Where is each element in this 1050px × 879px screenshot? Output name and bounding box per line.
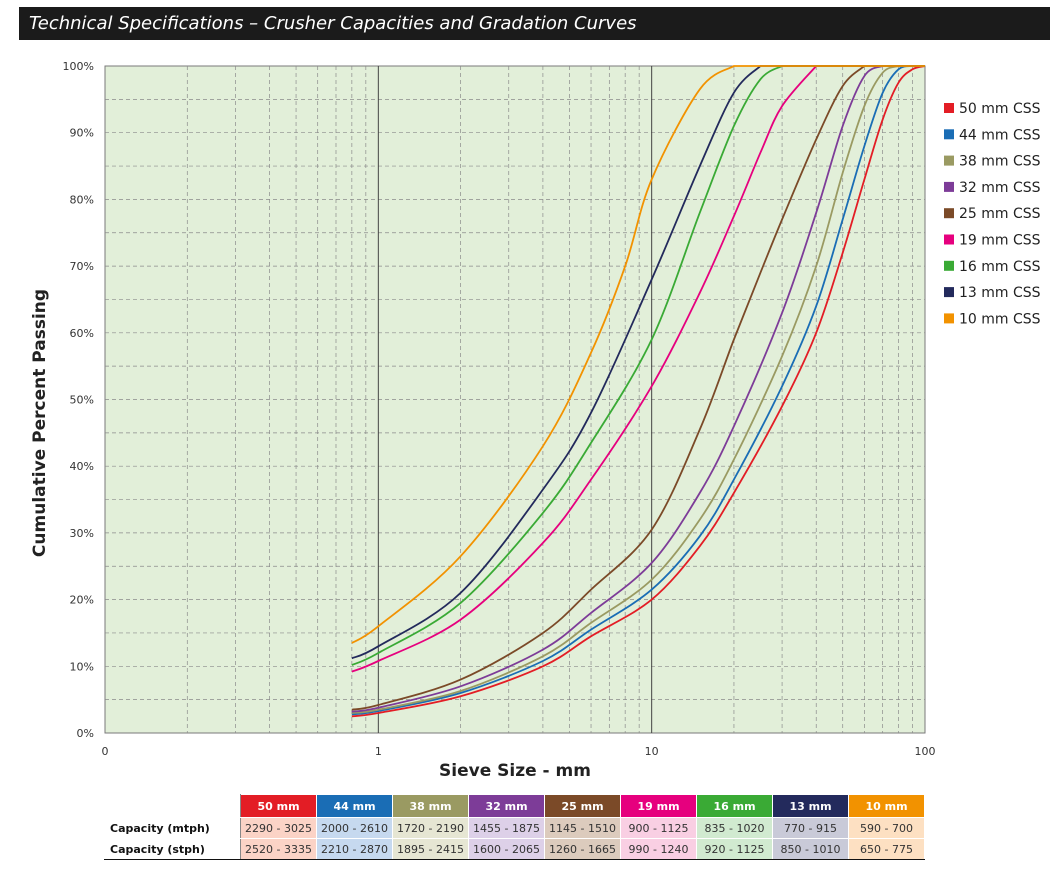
y-tick-label: 70% (70, 260, 94, 273)
title-bar: Technical Specifications – Crusher Capac… (19, 7, 1050, 40)
row-label: Capacity (stph) (104, 838, 241, 860)
series-line-19-mm-css (351, 65, 925, 673)
legend-label: 38 mm CSS (959, 154, 1041, 170)
legend-label: 32 mm CSS (959, 180, 1041, 196)
capacity-cell: 650 - 775 (848, 838, 925, 860)
legend-label: 50 mm CSS (959, 101, 1041, 117)
capacity-cell: 1600 - 2065 (468, 838, 545, 860)
y-tick-label: 90% (70, 127, 94, 140)
series-line-25-mm-css (351, 65, 925, 711)
y-tick-label: 100% (63, 60, 94, 73)
capacity-cell: 900 - 1125 (620, 817, 697, 839)
legend-label: 44 mm CSS (959, 127, 1041, 143)
css-header-cell: 50 mm (240, 794, 317, 818)
legend-label: 13 mm CSS (959, 285, 1041, 301)
y-tick-label: 0% (77, 727, 94, 740)
legend-swatch (944, 287, 954, 298)
gradation-chart: 0% 10% 20% 30% 40% 50% 60% 70% 80% 90% 100% 0 1 10 100… (30, 60, 1041, 781)
y-tick-label: 40% (70, 460, 94, 473)
capacity-cell: 2000 - 2610 (316, 817, 393, 839)
series-line-50-mm-css (351, 65, 926, 718)
series-line-38-mm-css (351, 65, 925, 714)
capacity-cell: 1260 - 1665 (544, 838, 621, 860)
table-row-capacity-stph: Capacity (stph) 2520 - 3335 2210 - 2870 18… (104, 838, 925, 860)
x-tick-label: 1 (375, 745, 382, 758)
capacity-cell: 850 - 1010 (772, 838, 849, 860)
capacity-cell: 2520 - 3335 (240, 838, 317, 860)
y-tick-label: 60% (70, 327, 94, 340)
capacity-cell: 835 - 1020 (696, 817, 773, 839)
css-header-cell: 32 mm (468, 794, 545, 818)
css-header-cell: 25 mm (544, 794, 621, 818)
css-header-cell: 19 mm (620, 794, 697, 818)
capacity-cell: 2290 - 3025 (240, 817, 317, 839)
y-axis-title: Cumulative Percent Passing (30, 289, 50, 557)
table-row-closed-side-setting: Closed side setting 50 mm 44 mm 38 mm 32 mm… (104, 794, 925, 818)
capacity-cell: 1145 - 1510 (544, 817, 621, 839)
grid-lines (105, 66, 925, 733)
y-tick-label: 20% (70, 594, 94, 607)
row-label: Closed side setting (104, 794, 241, 818)
y-tick-label: 10% (70, 660, 94, 673)
x-tick-label: 0 (102, 745, 109, 758)
capacity-table: Closed side setting 50 mm 44 mm 38 mm 32 mm… (104, 794, 925, 860)
css-header-cell: 16 mm (696, 794, 773, 818)
capacity-cell: 770 - 915 (772, 817, 849, 839)
table-row-capacity-mtph: Capacity (mtph) 2290 - 3025 2000 - 2610 17… (104, 817, 925, 839)
series-lines (351, 65, 926, 718)
page-title: Technical Specifications – Crusher Capac… (29, 13, 637, 34)
legend-swatch (944, 260, 954, 271)
capacity-cell: 1895 - 2415 (392, 838, 469, 860)
series-line-44-mm-css (351, 65, 925, 716)
css-header-cell: 13 mm (772, 794, 849, 818)
series-line-10-mm-css (351, 65, 925, 644)
css-header-cell: 38 mm (392, 794, 469, 818)
y-tick-label: 80% (70, 193, 94, 206)
y-tick-label: 30% (70, 527, 94, 540)
axes: 0% 10% 20% 30% 40% 50% 60% 70% 80% 90% 100% 0 1 10 100 (63, 60, 936, 758)
capacity-cell: 1455 - 1875 (468, 817, 545, 839)
legend-swatch (944, 313, 954, 324)
legend-swatch (944, 181, 954, 192)
capacity-cell: 590 - 700 (848, 817, 925, 839)
legend-swatch (944, 155, 954, 166)
legend-swatch (944, 103, 954, 113)
series-line-16-mm-css (351, 65, 925, 666)
legend: 50 mm CSS 44 mm CSS 38 mm CSS 32 mm CSS 25 m… (944, 101, 1041, 327)
legend-label: 10 mm CSS (959, 311, 1041, 327)
capacity-cell: 920 - 1125 (696, 838, 773, 860)
x-tick-label: 100 (915, 745, 936, 758)
capacity-cell: 2210 - 2870 (316, 838, 393, 860)
series-line-32-mm-css (351, 65, 925, 713)
capacity-cell: 990 - 1240 (620, 838, 697, 860)
legend-swatch (944, 234, 954, 245)
x-tick-label: 10 (645, 745, 659, 758)
y-tick-label: 50% (70, 394, 94, 407)
css-header-cell: 10 mm (848, 794, 925, 818)
legend-swatch (944, 129, 954, 140)
series-line-13-mm-css (351, 65, 925, 660)
legend-label: 16 mm CSS (959, 259, 1041, 275)
x-axis-title: Sieve Size - mm (439, 761, 591, 781)
legend-label: 25 mm CSS (959, 206, 1041, 222)
legend-label: 19 mm CSS (959, 233, 1041, 249)
css-header-cell: 44 mm (316, 794, 393, 818)
capacity-cell: 1720 - 2190 (392, 817, 469, 839)
legend-swatch (944, 208, 954, 219)
row-label: Capacity (mtph) (104, 817, 241, 839)
